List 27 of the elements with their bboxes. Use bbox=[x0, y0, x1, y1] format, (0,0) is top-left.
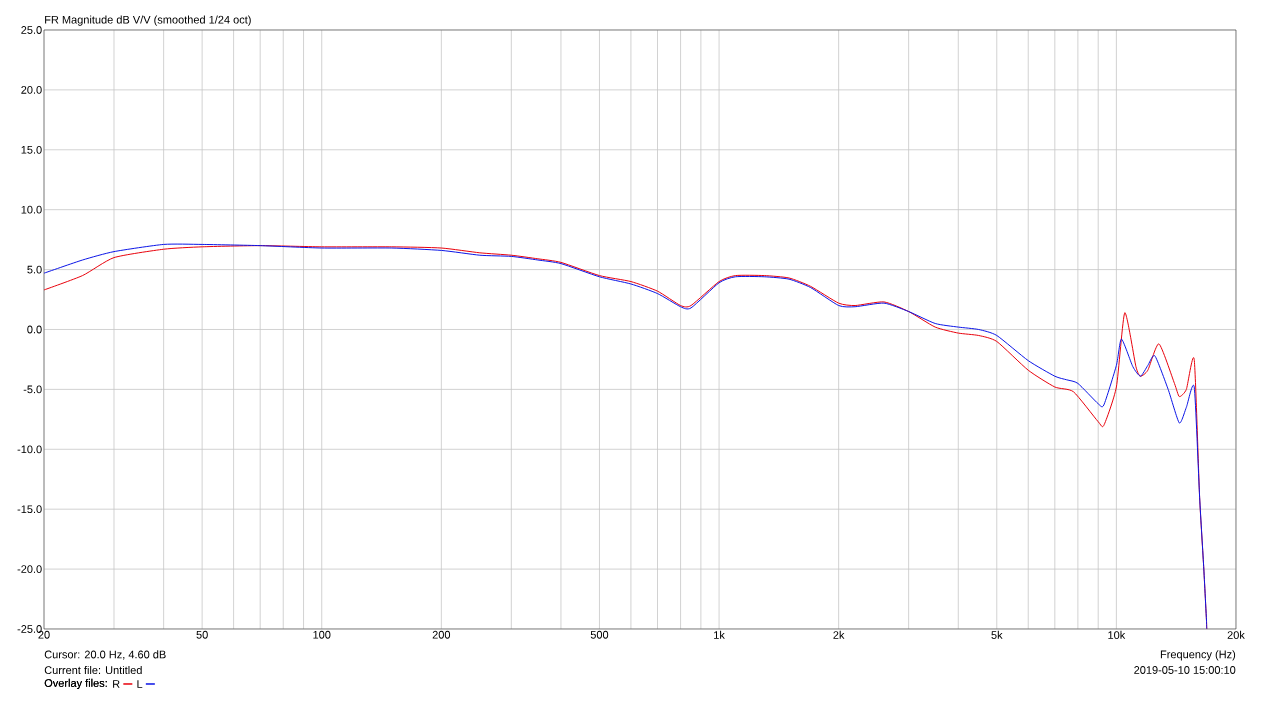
x-tick-label: 10k bbox=[1108, 630, 1126, 639]
x-tick-label: 200 bbox=[432, 630, 451, 639]
x-tick-label: 1k bbox=[714, 630, 725, 639]
y-tick-label: 25.0 bbox=[21, 26, 42, 34]
y-tick-label: -10.0 bbox=[17, 445, 42, 454]
chart-title: FR Magnitude dB V/V (smoothed 1/24 oct) bbox=[45, 15, 251, 26]
y-tick-label: 15.0 bbox=[21, 145, 42, 154]
x-tick-label: 500 bbox=[590, 630, 609, 639]
y-tick-label: -20.0 bbox=[17, 565, 42, 573]
x-axis-title: Frequency (Hz) bbox=[1160, 650, 1236, 661]
text: Cursor: 20.0 Hz, 4.60 dB bbox=[44, 650, 166, 660]
text: 2019-05-10 15:00:10 bbox=[1134, 666, 1236, 674]
x-tick-label: 2k bbox=[833, 630, 845, 639]
y-tick-label: 5.0 bbox=[27, 265, 42, 274]
x-tick-label: 50 bbox=[196, 630, 208, 639]
y-tick-label: 0.0 bbox=[27, 325, 42, 334]
legend-label: R bbox=[113, 680, 120, 688]
x-tick-label: 5k bbox=[991, 630, 1003, 639]
x-tick-label: 100 bbox=[313, 630, 331, 639]
x-tick-label: 20k bbox=[1227, 630, 1245, 639]
y-tick-label: -5.0 bbox=[23, 385, 42, 394]
y-tick-label: 10.0 bbox=[21, 205, 42, 214]
text: Current file: Untitled bbox=[44, 665, 142, 675]
legend-label: L bbox=[137, 680, 143, 688]
y-tick-label: -15.0 bbox=[17, 505, 42, 514]
legend-title: Overlay files: bbox=[44, 678, 107, 690]
y-tick-label: 20.0 bbox=[21, 86, 42, 94]
